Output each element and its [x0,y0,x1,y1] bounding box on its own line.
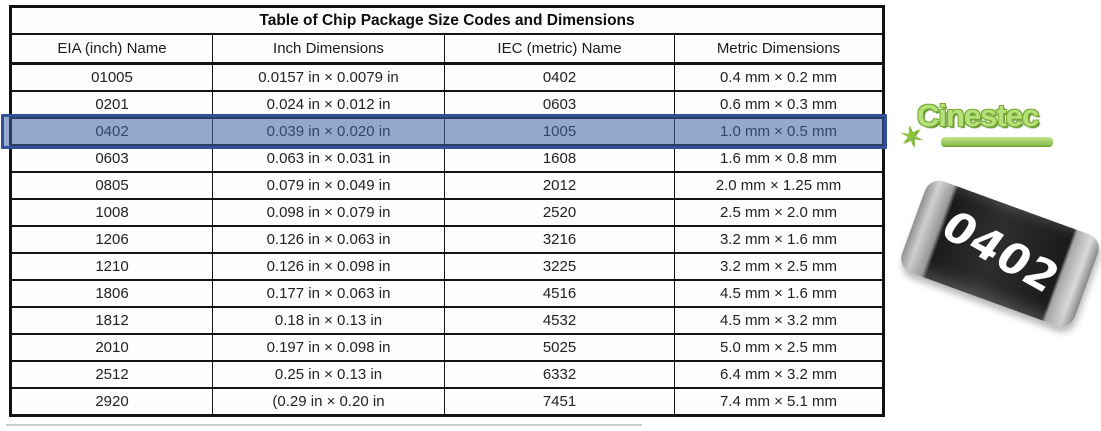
table-header-row: EIA (inch) Name Inch Dimensions IEC (met… [10,33,884,65]
cell-inch: 0.024 in × 0.012 in [212,90,445,119]
cell-eia: 0201 [10,90,213,119]
table-row: 0603 0.063 in × 0.031 in 1608 1.6 mm × 0.8 … [10,144,884,173]
cell-metric: 4.5 mm × 3.2 mm [674,306,884,335]
cell-metric: 0.6 mm × 0.3 mm [674,90,884,119]
cell-iec: 1005 [444,117,675,146]
cell-eia: 0402 [10,117,213,146]
table-row: 0805 0.079 in × 0.049 in 2012 2.0 mm × 1.25… [10,171,884,200]
cell-iec: 2012 [444,171,675,200]
cell-eia: 2920 [10,387,213,417]
column-header-inch-dims: Inch Dimensions [212,33,445,65]
cell-eia: 2512 [10,360,213,389]
cell-iec: 6332 [444,360,675,389]
chip-resistor-body: 0402 [896,176,1101,331]
cell-inch: 0.177 in × 0.063 in [212,279,445,308]
table-row: 1008 0.098 in × 0.079 in 2520 2.5 mm × 2.0 … [10,198,884,227]
cell-iec: 3225 [444,252,675,281]
table-row: 1210 0.126 in × 0.098 in 3225 3.2 mm × 2.5 … [10,252,884,281]
brand-logo: ✶ Cinestec [896,97,1077,163]
column-header-metric-dims: Metric Dimensions [674,33,884,65]
chip-size-marking: 0402 [931,201,1070,303]
cell-metric: 3.2 mm × 1.6 mm [674,225,884,254]
table-row: 2010 0.197 in × 0.098 in 5025 5.0 mm × 2.5 … [10,333,884,362]
cell-iec: 0603 [444,90,675,119]
cell-inch: 0.0157 in × 0.0079 in [212,62,445,92]
cell-eia: 1806 [10,279,213,308]
table-row: 01005 0.0157 in × 0.0079 in 0402 0.4 mm × 0… [10,62,884,92]
cell-iec: 2520 [444,198,675,227]
cell-metric: 1.0 mm × 0.5 mm [674,117,884,146]
table-body: 01005 0.0157 in × 0.0079 in 0402 0.4 mm × 0… [10,62,884,417]
table-row: 2512 0.25 in × 0.13 in 6332 6.4 mm × 3.2 mm [10,360,884,389]
cell-metric: 1.6 mm × 0.8 mm [674,144,884,173]
cell-eia: 0805 [10,171,213,200]
table-title-row: Table of Chip Package Size Codes and Dim… [10,5,884,35]
cell-eia: 1812 [10,306,213,335]
cell-metric: 2.0 mm × 1.25 mm [674,171,884,200]
cell-eia: 1210 [10,252,213,281]
cell-iec: 1608 [444,144,675,173]
cell-inch: 0.098 in × 0.079 in [212,198,445,227]
table-row: 1812 0.18 in × 0.13 in 4532 4.5 mm × 3.2 mm [10,306,884,335]
table-shadow-line [6,424,642,426]
cell-inch: (0.29 in × 0.20 in [212,387,445,417]
column-header-iec-name: IEC (metric) Name [444,33,675,65]
cell-inch: 0.039 in × 0.020 in [212,117,445,146]
cell-metric: 5.0 mm × 2.5 mm [674,333,884,362]
cell-iec: 7451 [444,387,675,417]
cell-inch: 0.18 in × 0.13 in [212,306,445,335]
cell-eia: 1206 [10,225,213,254]
cell-metric: 6.4 mm × 3.2 mm [674,360,884,389]
cell-iec: 0402 [444,62,675,92]
brand-logo-text: Cinestec [917,98,1039,133]
cell-inch: 0.079 in × 0.049 in [212,171,445,200]
cell-metric: 0.4 mm × 0.2 mm [674,62,884,92]
cell-inch: 0.126 in × 0.063 in [212,225,445,254]
table-row: 0201 0.024 in × 0.012 in 0603 0.6 mm × 0.3 … [10,90,884,119]
cell-inch: 0.197 in × 0.098 in [212,333,445,362]
cell-eia: 1008 [10,198,213,227]
chip-package-table: Table of Chip Package Size Codes and Dim… [9,5,885,417]
table-row: 1206 0.126 in × 0.063 in 3216 3.2 mm × 1.6 … [10,225,884,254]
brand-logo-slogan-bar [941,137,1053,146]
cell-inch: 0.25 in × 0.13 in [212,360,445,389]
cell-metric: 2.5 mm × 2.0 mm [674,198,884,227]
cell-metric: 3.2 mm × 2.5 mm [674,252,884,281]
cell-metric: 7.4 mm × 5.1 mm [674,387,884,417]
cell-eia: 2010 [10,333,213,362]
table-row: 2920 (0.29 in × 0.20 in 7451 7.4 mm × 5.1 m… [10,387,884,417]
table-row: 1806 0.177 in × 0.063 in 4516 4.5 mm × 1.6 … [10,279,884,308]
cell-inch: 0.126 in × 0.098 in [212,252,445,281]
cell-metric: 4.5 mm × 1.6 mm [674,279,884,308]
cell-iec: 4532 [444,306,675,335]
cell-inch: 0.063 in × 0.031 in [212,144,445,173]
table-title: Table of Chip Package Size Codes and Dim… [10,5,884,35]
cell-iec: 3216 [444,225,675,254]
chip-resistor-photo: 0402 [896,176,1101,331]
cell-eia: 01005 [10,62,213,92]
cell-iec: 5025 [444,333,675,362]
column-header-eia-name: EIA (inch) Name [10,33,213,65]
cell-eia: 0603 [10,144,213,173]
table-row: 0402 0.039 in × 0.020 in 1005 1.0 mm × 0.5 … [10,117,884,146]
cell-iec: 4516 [444,279,675,308]
